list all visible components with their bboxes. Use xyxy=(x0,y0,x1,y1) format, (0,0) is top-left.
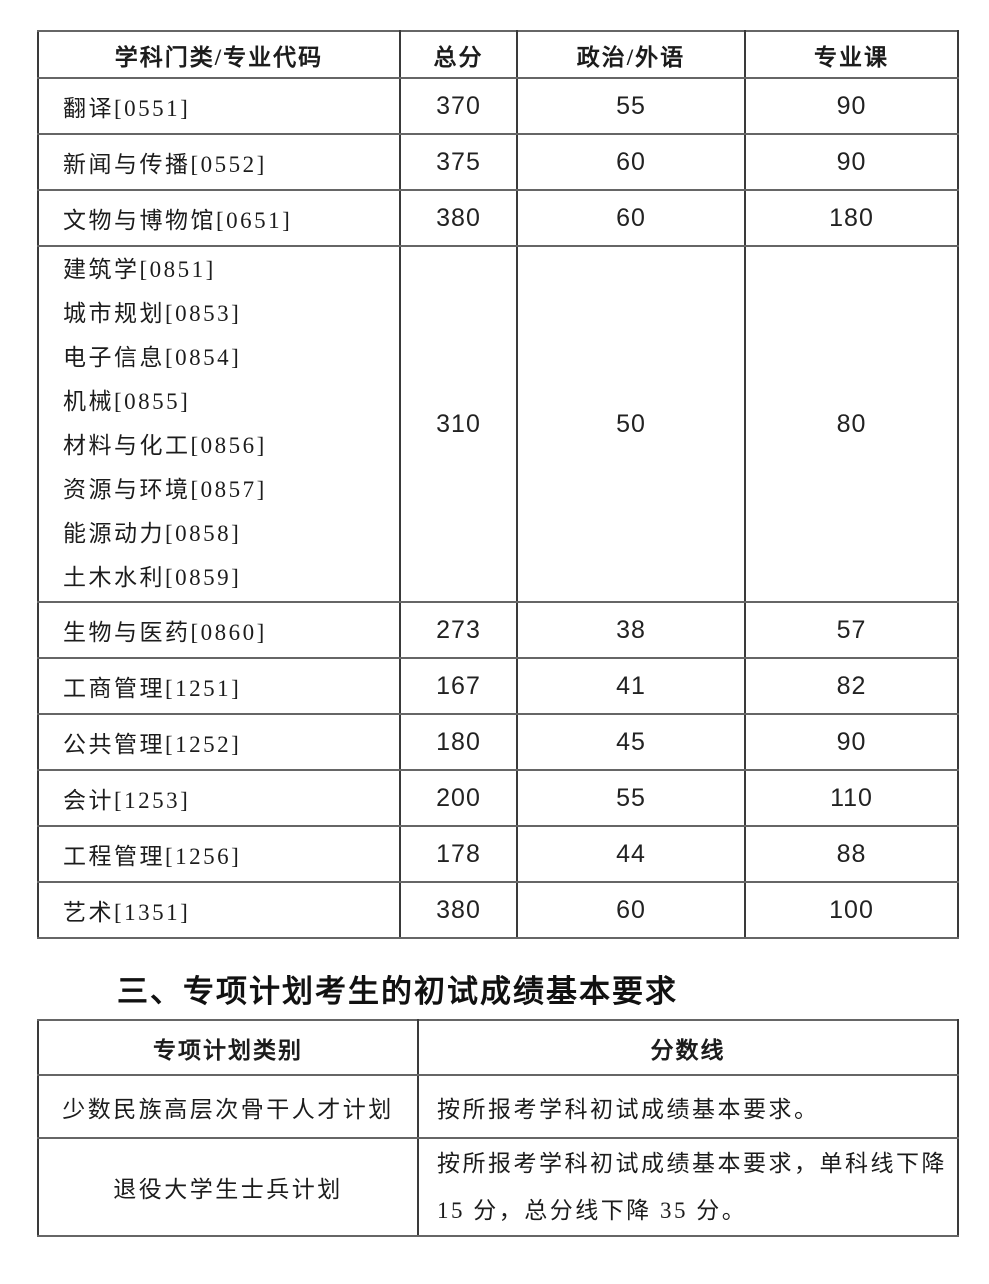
table-row: 退役大学生士兵计划 按所报考学科初试成绩基本要求，单科线下降 15 分，总分线下… xyxy=(37,1137,959,1237)
major-name: 城市规划[0853] xyxy=(63,301,242,326)
major-name: 生物与医药[0860] xyxy=(37,601,401,659)
major-name: 材料与化工[0856] xyxy=(63,433,267,458)
major-name: 能源动力[0858] xyxy=(63,521,242,546)
total-score-value: 167 xyxy=(399,657,518,715)
plan-table-header-row: 专项计划类别 分数线 xyxy=(37,1019,959,1076)
major-name: 新闻与传播[0552] xyxy=(37,133,401,191)
major-name: 工商管理[1251] xyxy=(37,657,401,715)
table-row: 会计[1253] 200 55 110 xyxy=(37,769,959,827)
plan-category: 少数民族高层次骨干人才计划 xyxy=(37,1074,419,1139)
professional-course-value: 80 xyxy=(744,245,959,603)
major-name: 翻译[0551] xyxy=(37,77,401,135)
politics-foreign-value: 60 xyxy=(516,881,746,939)
total-score-value: 178 xyxy=(399,825,518,883)
professional-course-value: 82 xyxy=(744,657,959,715)
politics-foreign-value: 38 xyxy=(516,601,746,659)
politics-foreign-value: 41 xyxy=(516,657,746,715)
politics-foreign-value: 45 xyxy=(516,713,746,771)
total-score-value: 370 xyxy=(399,77,518,135)
score-line-line-1: 按所报考学科初试成绩基本要求，单科线下降 xyxy=(437,1151,947,1176)
politics-foreign-value: 60 xyxy=(516,189,746,247)
major-name: 文物与博物馆[0651] xyxy=(37,189,401,247)
table-row: 工程管理[1256] 178 44 88 xyxy=(37,825,959,883)
table-row: 公共管理[1252] 180 45 90 xyxy=(37,713,959,771)
major-name: 电子信息[0854] xyxy=(63,345,242,370)
plan-category: 退役大学生士兵计划 xyxy=(37,1137,419,1237)
total-score-value: 380 xyxy=(399,189,518,247)
score-table-header-row: 学科门类/专业代码 总分 政治/外语 专业课 xyxy=(37,30,959,79)
col-header-politics-foreign: 政治/外语 xyxy=(516,30,746,79)
score-requirements-table: 学科门类/专业代码 总分 政治/外语 专业课 翻译[0551] 370 55 9… xyxy=(37,30,959,939)
table-row: 新闻与传播[0552] 375 60 90 xyxy=(37,133,959,191)
total-score-value: 180 xyxy=(399,713,518,771)
major-name: 公共管理[1252] xyxy=(37,713,401,771)
col-header-professional-course: 专业课 xyxy=(744,30,959,79)
politics-foreign-value: 50 xyxy=(516,245,746,603)
major-name: 会计[1253] xyxy=(37,769,401,827)
score-line-line-2: 15 分，总分线下降 35 分。 xyxy=(437,1198,748,1223)
major-name: 建筑学[0851] xyxy=(63,257,216,282)
professional-course-value: 57 xyxy=(744,601,959,659)
special-plan-table: 专项计划类别 分数线 少数民族高层次骨干人才计划 按所报考学科初试成绩基本要求。… xyxy=(37,1019,959,1237)
col-header-total-score: 总分 xyxy=(399,30,518,79)
col-header-major-code: 学科门类/专业代码 xyxy=(37,30,401,79)
total-score-value: 375 xyxy=(399,133,518,191)
total-score-value: 310 xyxy=(399,245,518,603)
politics-foreign-value: 55 xyxy=(516,77,746,135)
major-name: 工程管理[1256] xyxy=(37,825,401,883)
total-score-value: 200 xyxy=(399,769,518,827)
major-name: 土木水利[0859] xyxy=(63,565,242,590)
professional-course-value: 100 xyxy=(744,881,959,939)
section-heading: 三、专项计划考生的初试成绩基本要求 xyxy=(117,974,678,1009)
table-row: 工商管理[1251] 167 41 82 xyxy=(37,657,959,715)
table-row: 少数民族高层次骨干人才计划 按所报考学科初试成绩基本要求。 xyxy=(37,1074,959,1139)
major-name: 艺术[1351] xyxy=(37,881,401,939)
table-row: 文物与博物馆[0651] 380 60 180 xyxy=(37,189,959,247)
major-name: 机械[0855] xyxy=(63,389,191,414)
professional-course-value: 110 xyxy=(744,769,959,827)
col-header-plan-category: 专项计划类别 xyxy=(37,1019,419,1076)
major-name: 资源与环境[0857] xyxy=(63,477,267,502)
professional-course-value: 88 xyxy=(744,825,959,883)
professional-course-value: 90 xyxy=(744,77,959,135)
politics-foreign-value: 55 xyxy=(516,769,746,827)
score-line-text: 按所报考学科初试成绩基本要求，单科线下降 15 分，总分线下降 35 分。 xyxy=(417,1137,959,1237)
score-line-text: 按所报考学科初试成绩基本要求。 xyxy=(417,1074,959,1139)
politics-foreign-value: 60 xyxy=(516,133,746,191)
total-score-value: 273 xyxy=(399,601,518,659)
col-header-score-line: 分数线 xyxy=(417,1019,959,1076)
professional-course-value: 90 xyxy=(744,713,959,771)
major-name-group: 建筑学[0851] 城市规划[0853] 电子信息[0854] 机械[0855]… xyxy=(37,245,401,603)
professional-course-value: 90 xyxy=(744,133,959,191)
professional-course-value: 180 xyxy=(744,189,959,247)
total-score-value: 380 xyxy=(399,881,518,939)
politics-foreign-value: 44 xyxy=(516,825,746,883)
table-row-engineering-group: 建筑学[0851] 城市规划[0853] 电子信息[0854] 机械[0855]… xyxy=(37,245,959,603)
table-row: 翻译[0551] 370 55 90 xyxy=(37,77,959,135)
table-row: 艺术[1351] 380 60 100 xyxy=(37,881,959,939)
table-row: 生物与医药[0860] 273 38 57 xyxy=(37,601,959,659)
